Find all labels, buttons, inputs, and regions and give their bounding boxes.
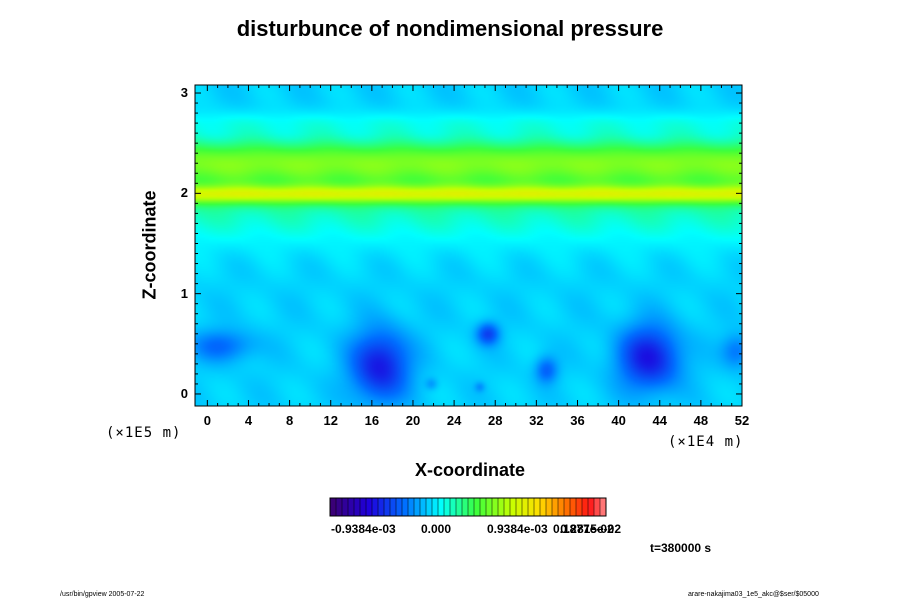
- colorbar-label: 0.1877e-02: [553, 522, 614, 536]
- colorbar-cell: [480, 498, 487, 516]
- colorbar-cell: [504, 498, 511, 516]
- colorbar-label: 0.2815e-02: [560, 522, 621, 536]
- x-tick-label: 28: [487, 413, 503, 428]
- colorbar-cell: [420, 498, 427, 516]
- y-tick-label: 2: [180, 185, 188, 201]
- x-tick-label: 24: [446, 413, 462, 428]
- time-label: t=380000 s: [650, 541, 712, 555]
- x-axis-label: X-coordinate: [414, 460, 525, 480]
- colorbar-cell: [426, 498, 433, 516]
- colorbar-cell: [516, 498, 523, 516]
- x-axis-unit: (×1E4 m): [668, 434, 744, 450]
- colorbar-cell: [546, 498, 553, 516]
- y-axis-label: Z-coordinate: [139, 190, 160, 300]
- colorbar-cell: [408, 498, 415, 516]
- y-tick-label: 0: [180, 385, 188, 401]
- x-tick-label: 44: [652, 413, 667, 428]
- colorbar-cell: [342, 498, 349, 516]
- colorbar-cell: [396, 498, 403, 516]
- heatmap-image: [195, 85, 742, 406]
- colorbar-cell: [348, 498, 355, 516]
- y-tick-label: 1: [180, 285, 188, 301]
- colorbar-cell: [462, 498, 469, 516]
- x-tick-label: 12: [323, 413, 338, 428]
- colorbar-cell: [444, 498, 451, 516]
- colorbar-label: -0.9384e-03: [331, 522, 396, 536]
- colorbar-cell: [360, 498, 367, 516]
- colorbar-cell: [582, 498, 589, 516]
- colorbar-label: 0.000: [421, 522, 452, 536]
- colorbar-cell: [510, 498, 517, 516]
- colorbar-cell: [354, 498, 361, 516]
- colorbar-cell: [522, 498, 529, 516]
- colorbar-cell: [336, 498, 343, 516]
- plot-frame: [194, 84, 743, 407]
- colorbar-cell: [402, 498, 409, 516]
- colorbar-cell: [414, 498, 421, 516]
- colorbar-cell: [372, 498, 379, 516]
- colorbar-cell: [450, 498, 457, 516]
- x-tick-label: 32: [529, 413, 544, 428]
- colorbar-cell: [576, 498, 583, 516]
- colorbar-cell: [438, 498, 445, 516]
- colorbar-cell: [534, 498, 541, 516]
- x-tick-label: 20: [405, 413, 421, 428]
- colorbar-cell: [378, 498, 385, 516]
- x-tick-label: 4: [244, 413, 253, 428]
- colorbar-cell: [498, 498, 505, 516]
- colorbar-cell: [540, 498, 547, 516]
- colorbar-cell: [552, 498, 559, 516]
- colorbar-cell: [588, 498, 595, 516]
- x-tick-label: 16: [364, 413, 380, 428]
- colorbar-cell: [558, 498, 565, 516]
- y-tick-label: 3: [180, 85, 188, 101]
- colorbar-cell: [390, 498, 397, 516]
- colorbar-cell: [570, 498, 577, 516]
- colorbar-cell: [486, 498, 493, 516]
- colorbar-frame: [329, 497, 607, 517]
- footer-source: arare-nakajima03_1e5_akc@$ser/$05000: [688, 591, 819, 598]
- colorbar-cell: [366, 498, 373, 516]
- colorbar: [329, 497, 607, 517]
- colorbar-cell: [384, 498, 391, 516]
- y-axis-unit: (×1E5 m): [106, 425, 182, 441]
- colorbar-cell: [492, 498, 499, 516]
- x-tick-label: 52: [734, 413, 750, 428]
- x-ticks: [206, 85, 743, 406]
- colorbar-cell: [474, 498, 481, 516]
- colorbar-cell: [468, 498, 475, 516]
- x-tick-label: 8: [285, 413, 294, 428]
- colorbar-cell: [600, 498, 607, 516]
- x-tick-label: 40: [611, 413, 626, 428]
- colorbar-cell: [456, 498, 463, 516]
- colorbar-cell: [432, 498, 439, 516]
- colorbar-cell: [594, 498, 601, 516]
- x-tick-label: 0: [203, 413, 211, 428]
- chart-title: disturbunce of nondimensional pressure: [236, 16, 664, 41]
- footer-command: /usr/bin/gpview 2005-07-22: [60, 591, 145, 598]
- colorbar-cell: [528, 498, 535, 516]
- x-tick-label: 36: [570, 413, 585, 428]
- x-tick-label: 48: [693, 413, 709, 428]
- y-ticks: [195, 92, 742, 395]
- colorbar-label: 0.9384e-03: [487, 522, 548, 536]
- colorbar-cell: [564, 498, 571, 516]
- colorbar-cell: [330, 498, 337, 516]
